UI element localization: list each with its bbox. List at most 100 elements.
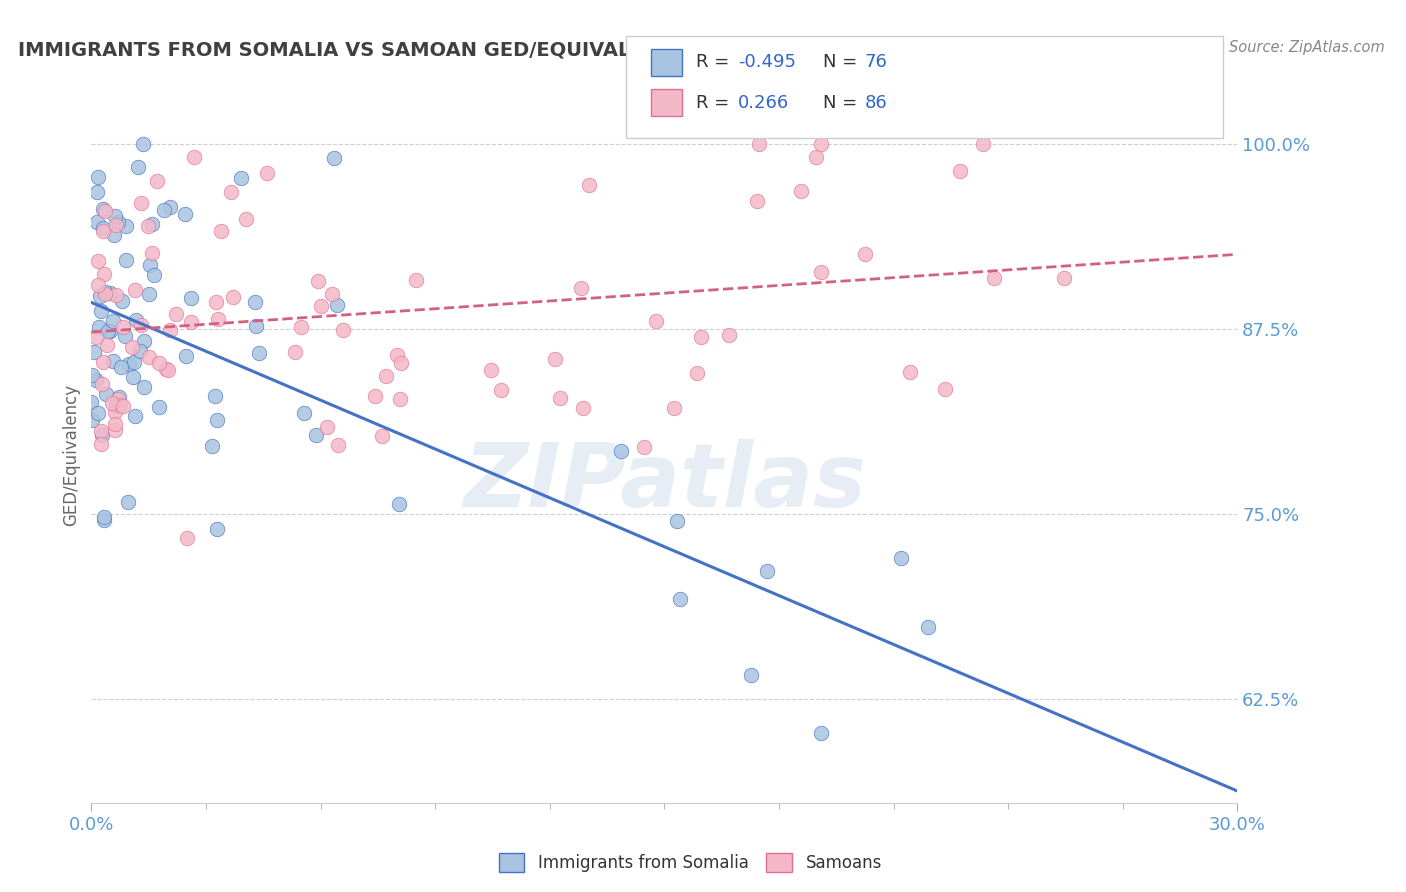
- Point: [364, 389, 387, 403]
- Point: [949, 164, 972, 178]
- Point: [489, 383, 512, 397]
- Point: [665, 514, 688, 528]
- Point: [664, 401, 686, 416]
- Text: IMMIGRANTS FROM SOMALIA VS SAMOAN GED/EQUIVALENCY CORRELATION CHART: IMMIGRANTS FROM SOMALIA VS SAMOAN GED/EQ…: [18, 40, 929, 59]
- Point: [174, 207, 197, 221]
- Point: [90, 437, 112, 451]
- Point: [180, 292, 202, 306]
- Point: [983, 271, 1005, 285]
- Point: [86, 185, 108, 199]
- Point: [183, 150, 205, 164]
- Point: [83, 345, 105, 359]
- Point: [387, 348, 409, 362]
- Point: [94, 287, 117, 301]
- Point: [323, 151, 346, 165]
- Point: [571, 281, 593, 295]
- Point: [219, 186, 242, 200]
- Point: [129, 196, 152, 211]
- Point: [89, 289, 111, 303]
- Point: [96, 387, 118, 401]
- Point: [790, 184, 813, 198]
- Point: [755, 564, 778, 578]
- Point: [121, 341, 143, 355]
- Point: [80, 395, 103, 409]
- Point: [934, 382, 956, 396]
- Point: [740, 668, 762, 682]
- Point: [87, 254, 110, 268]
- Point: [209, 224, 232, 238]
- Text: Samoans: Samoans: [806, 854, 882, 871]
- Text: -0.495: -0.495: [738, 54, 796, 71]
- Point: [90, 376, 112, 391]
- Point: [104, 218, 127, 232]
- Point: [136, 219, 159, 234]
- Point: [572, 401, 595, 415]
- Point: [118, 357, 141, 371]
- Point: [174, 349, 197, 363]
- Point: [132, 334, 155, 349]
- Point: [122, 355, 145, 369]
- Point: [717, 328, 740, 343]
- Point: [138, 350, 160, 364]
- Point: [204, 389, 226, 403]
- Text: Source: ZipAtlas.com: Source: ZipAtlas.com: [1229, 40, 1385, 55]
- Point: [180, 315, 202, 329]
- Point: [141, 217, 163, 231]
- Point: [103, 314, 125, 328]
- Point: [898, 365, 921, 379]
- Point: [101, 354, 124, 368]
- Point: [93, 509, 115, 524]
- Y-axis label: GED/Equivalency: GED/Equivalency: [62, 384, 80, 526]
- Text: R =: R =: [696, 94, 741, 112]
- Point: [93, 204, 115, 219]
- Point: [148, 356, 170, 370]
- Point: [87, 320, 110, 334]
- Point: [292, 406, 315, 420]
- Point: [94, 285, 117, 300]
- Point: [686, 366, 709, 380]
- Point: [112, 320, 135, 334]
- Point: [389, 356, 412, 370]
- Point: [810, 264, 832, 278]
- Point: [917, 620, 939, 634]
- Point: [405, 273, 427, 287]
- Point: [370, 428, 392, 442]
- Text: 86: 86: [865, 94, 887, 112]
- Point: [207, 312, 229, 326]
- Point: [117, 495, 139, 509]
- Point: [91, 428, 114, 442]
- Point: [104, 417, 127, 432]
- Point: [284, 345, 307, 359]
- Point: [127, 160, 149, 174]
- Point: [890, 550, 912, 565]
- Point: [290, 320, 312, 334]
- Point: [124, 283, 146, 297]
- Point: [91, 202, 114, 216]
- Point: [325, 298, 347, 312]
- Point: [104, 399, 127, 413]
- Text: ZIPatlas: ZIPatlas: [463, 439, 866, 526]
- Point: [245, 318, 267, 333]
- Point: [86, 215, 108, 229]
- Point: [84, 330, 107, 344]
- Point: [155, 362, 177, 376]
- Point: [90, 424, 112, 438]
- Point: [332, 323, 354, 337]
- Point: [90, 304, 112, 318]
- Point: [146, 174, 169, 188]
- Point: [124, 312, 146, 326]
- Point: [152, 202, 174, 217]
- Point: [84, 373, 107, 387]
- Point: [87, 406, 110, 420]
- Point: [853, 247, 876, 261]
- Point: [578, 178, 600, 192]
- Point: [87, 169, 110, 184]
- Point: [115, 252, 138, 267]
- Point: [810, 136, 832, 151]
- Point: [104, 423, 127, 437]
- Point: [132, 136, 155, 151]
- Point: [609, 443, 631, 458]
- Point: [307, 273, 329, 287]
- Point: [633, 441, 655, 455]
- Point: [204, 295, 226, 310]
